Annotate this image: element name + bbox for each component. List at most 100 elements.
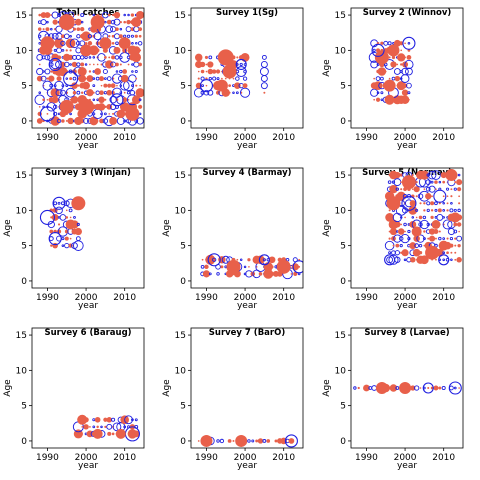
bubble-positive (420, 255, 429, 265)
bubble-negative (129, 90, 136, 96)
bubble-positive (95, 41, 100, 46)
y-tick-label: 10 (175, 46, 187, 56)
bubble-positive (135, 88, 144, 98)
bubble-positive (38, 105, 41, 108)
bubble-positive (394, 75, 401, 82)
bubble-negative (449, 208, 454, 213)
bubble-negative-large (52, 196, 66, 210)
bubble-layer (353, 381, 462, 395)
bubble-positive (201, 258, 204, 261)
bubble-positive (99, 76, 105, 82)
bubble-positive (256, 255, 265, 265)
bubble-negative (130, 34, 134, 38)
bubble-positive-large (217, 49, 234, 66)
bubble-negative (69, 112, 72, 116)
bubble-positive (453, 222, 458, 227)
bubble-positive (438, 202, 441, 205)
bubble-positive-large (445, 169, 458, 182)
bubble-positive (69, 77, 73, 81)
x-tick-label: 2010 (272, 293, 295, 303)
bubble-negative (208, 272, 212, 276)
bubble-positive (65, 216, 69, 219)
y-tick-label: 10 (175, 206, 187, 216)
panel-title: Survey 1(Sg) (216, 8, 278, 18)
bubble-negative (436, 213, 444, 221)
bubble-positive-large (235, 434, 248, 447)
bubble-negative (103, 112, 107, 116)
x-tick-label: 1990 (355, 453, 378, 463)
bubble-negative (438, 180, 442, 184)
bubble-negative (394, 250, 400, 256)
y-tick-label: 10 (175, 366, 187, 376)
bubble-negative (216, 77, 220, 81)
y-tick-label: 15 (175, 11, 186, 21)
panel-title: Survey 2 (Winnov) (363, 8, 452, 18)
bubble-negative (92, 418, 96, 422)
bubble-positive (394, 221, 401, 228)
bubble-positive-large (90, 15, 105, 30)
bubble-negative (93, 32, 102, 41)
bubble-negative (393, 68, 401, 75)
y-tick-label: 10 (335, 366, 347, 376)
bubble-negative (115, 70, 119, 73)
bubble-positive (69, 49, 72, 52)
y-tick-label: 5 (180, 242, 186, 252)
x-axis-label: year (237, 141, 257, 151)
bubble-negative (224, 265, 228, 269)
bubble-positive (457, 243, 461, 248)
bubble-positive (46, 98, 49, 101)
bubble-positive (74, 116, 83, 126)
bubble-positive (410, 257, 416, 263)
bubble-positive (401, 249, 409, 257)
bubble-positive (446, 209, 449, 212)
bubble-negative (200, 264, 205, 269)
bubble-negative (434, 208, 438, 212)
bubble-positive (135, 84, 138, 87)
bubble-positive (89, 14, 91, 16)
bubble-positive (109, 117, 118, 125)
bubble-negative (92, 13, 96, 17)
bubble-negative (425, 186, 431, 192)
plot-frame (31, 7, 145, 129)
bubble-negative (404, 59, 414, 70)
bubble-positive (454, 251, 457, 254)
bubble-positive (127, 63, 130, 66)
bubble-positive (200, 69, 205, 74)
bubble-positive (87, 41, 93, 46)
bubble-positive (123, 20, 126, 24)
bubble-negative (413, 385, 420, 391)
y-tick-label: 15 (175, 171, 186, 181)
bubble-negative (438, 236, 442, 241)
bubble-positive (409, 221, 417, 228)
y-tick-label: 10 (16, 46, 28, 56)
bubble-positive (100, 63, 103, 66)
bubble-positive-large (375, 382, 388, 394)
bubble-negative (76, 90, 81, 95)
plot-frame (31, 167, 145, 289)
bubble-positive (83, 424, 89, 430)
bubble-positive (263, 268, 274, 279)
bubble-positive (456, 222, 462, 227)
bubble-negative (48, 236, 54, 241)
bubble-negative (247, 439, 251, 443)
y-axis-label: Age (322, 379, 332, 397)
bubble-positive (80, 91, 84, 94)
bubble-positive (135, 77, 138, 80)
bubble-positive (400, 63, 403, 66)
bubble-positive (107, 431, 112, 436)
bubble-negative (370, 60, 379, 69)
bubble-negative (457, 208, 461, 213)
bubble-positive (380, 41, 384, 45)
bubble-positive (205, 70, 208, 73)
bubble-positive (197, 77, 200, 80)
y-tick-label: 10 (16, 366, 28, 376)
bubble-positive (442, 180, 446, 184)
bubble-negative (123, 34, 127, 38)
bubble-positive (232, 439, 235, 442)
y-tick-label: 15 (16, 171, 27, 181)
bubble-positive (194, 53, 203, 62)
bubble-negative (405, 67, 413, 76)
bubble-positive (389, 384, 398, 392)
bubble-negative (123, 119, 127, 123)
bubble-negative (123, 425, 127, 429)
